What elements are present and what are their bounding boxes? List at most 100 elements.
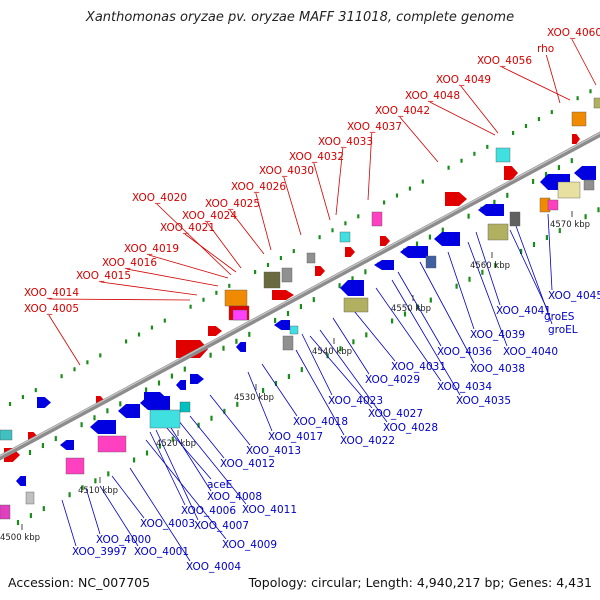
gene-label-xoo-4009[interactable]: XOO_4009 (222, 539, 277, 551)
leader-line (571, 38, 597, 86)
gene-feature (504, 166, 518, 180)
gene-feature (176, 380, 186, 390)
gene-label-xoo-4021[interactable]: XOO_4021 (160, 222, 215, 234)
leader-line (399, 116, 439, 163)
gene-label-xoo-4042[interactable]: XOO_4042 (375, 105, 430, 117)
gene-label-xoo-4056[interactable]: XOO_4056 (477, 55, 532, 67)
gene-label-xoo-4034[interactable]: XOO_4034 (437, 381, 492, 393)
gene-label-xoo-4018[interactable]: XOO_4018 (293, 416, 348, 428)
gene-label-rho[interactable]: rho (537, 43, 554, 55)
gene-feature (236, 342, 246, 352)
gene-feature (434, 232, 460, 246)
gene-label-xoo-4019[interactable]: XOO_4019 (124, 243, 179, 255)
leader-line (48, 298, 191, 301)
leader-line (145, 439, 227, 540)
tick-label: 4500 kbp (0, 533, 40, 543)
gene-feature (274, 320, 290, 330)
gene-label-xoo-4000[interactable]: XOO_4000 (96, 534, 151, 546)
gene-label-xoo-4037[interactable]: XOO_4037 (347, 121, 402, 133)
gene-label-xoo-4023[interactable]: XOO_4023 (328, 395, 383, 407)
backbone-line (0, 131, 600, 461)
gene-label-xoo-4001[interactable]: XOO_4001 (134, 546, 189, 558)
gene-label-xoo-4039[interactable]: XOO_4039 (470, 329, 525, 341)
gene-label-xoo-4013[interactable]: XOO_4013 (246, 445, 301, 457)
leader-line (547, 213, 553, 291)
leader-line (319, 329, 388, 423)
gene-feature (289, 325, 299, 335)
gene-label-xoo-3997[interactable]: XOO_3997 (72, 546, 127, 558)
leader-line (460, 85, 499, 134)
leader-line (515, 225, 553, 325)
gene-feature (380, 236, 390, 246)
gene-label-xoo-4033[interactable]: XOO_4033 (318, 136, 373, 148)
gene-label-groes[interactable]: groES (544, 311, 575, 323)
gene-feature (547, 199, 559, 211)
map-title: Xanthomonas oryzae pv. oryzae MAFF 31101… (85, 10, 515, 25)
gene-label-xoo-4041[interactable]: XOO_4041 (496, 305, 551, 317)
tick-label: 4540 kbp (312, 347, 352, 357)
gene-label-acee[interactable]: aceE (207, 479, 232, 491)
gene-label-xoo-4030[interactable]: XOO_4030 (259, 165, 314, 177)
gene-label-xoo-4016[interactable]: XOO_4016 (102, 257, 157, 269)
leader-line (126, 268, 219, 287)
gene-label-xoo-4027[interactable]: XOO_4027 (368, 408, 423, 420)
gene-label-xoo-4036[interactable]: XOO_4036 (437, 346, 492, 358)
gene-label-xoo-4035[interactable]: XOO_4035 (456, 395, 511, 407)
gene-label-xoo-4003[interactable]: XOO_4003 (140, 518, 195, 530)
gene-feature (371, 211, 383, 227)
gene-label-xoo-4048[interactable]: XOO_4048 (405, 90, 460, 102)
tick-label: 4560 kbp (470, 261, 510, 271)
leader-line (85, 487, 101, 535)
gene-label-xoo-4049[interactable]: XOO_4049 (436, 74, 491, 86)
gc-skew-marks (8, 89, 600, 525)
gene-label-xoo-4026[interactable]: XOO_4026 (231, 181, 286, 193)
gene-label-xoo-4032[interactable]: XOO_4032 (289, 151, 344, 163)
gene-label-xoo-4017[interactable]: XOO_4017 (268, 431, 323, 443)
gene-label-xoo-4012[interactable]: XOO_4012 (220, 458, 275, 470)
gene-feature (572, 134, 580, 144)
gene-feature (282, 335, 294, 351)
gene-label-xoo-4031[interactable]: XOO_4031 (391, 361, 446, 373)
label-leader-lines (48, 38, 597, 562)
gene-feature (374, 260, 394, 270)
gene-feature (339, 231, 351, 243)
leader-line (375, 287, 442, 382)
gene-label-xoo-4008[interactable]: XOO_4008 (207, 491, 262, 503)
gene-label-xoo-4045[interactable]: XOO_4045 (548, 290, 600, 302)
leader-line (301, 333, 333, 396)
gene-feature (593, 97, 600, 109)
gene-label-xoo-4020[interactable]: XOO_4020 (132, 192, 187, 204)
gene-label-xoo-4038[interactable]: XOO_4038 (470, 363, 525, 375)
gene-label-xoo-4006[interactable]: XOO_4006 (181, 505, 236, 517)
gene-feature (343, 297, 369, 313)
gene-label-xoo-4005[interactable]: XOO_4005 (24, 303, 79, 315)
gene-label-xoo-4024[interactable]: XOO_4024 (182, 210, 237, 222)
gene-feature (140, 396, 170, 410)
gene-label-xoo-4011[interactable]: XOO_4011 (242, 504, 297, 516)
gene-label-xoo-4014[interactable]: XOO_4014 (24, 287, 79, 299)
gene-feature (445, 192, 467, 206)
gene-label-xoo-4004[interactable]: XOO_4004 (186, 561, 241, 573)
position-ticks: 4500 kbp 4510 kbp 4520 kbp 4530 kbp 4540 kbp… (0, 211, 590, 543)
gene-label-xoo-4040[interactable]: XOO_4040 (503, 346, 558, 358)
tick-label: 4510 kbp (78, 486, 118, 496)
gene-feature (179, 401, 191, 413)
gene-feature (400, 246, 428, 258)
gene-label-xoo-4060[interactable]: XOO_4060 (547, 27, 600, 39)
leader-line (148, 254, 229, 279)
tick-label: 4550 kbp (391, 304, 431, 314)
gene-label-xoo-4007[interactable]: XOO_4007 (194, 520, 249, 532)
gene-label-xoo-4022[interactable]: XOO_4022 (340, 435, 395, 447)
gene-label-xoo-4015[interactable]: XOO_4015 (76, 270, 131, 282)
gene-label-xoo-4028[interactable]: XOO_4028 (383, 422, 438, 434)
leader-line (429, 101, 496, 136)
leader-line (475, 231, 501, 306)
gene-feature (65, 457, 85, 475)
gene-label-xoo-4025[interactable]: XOO_4025 (205, 198, 260, 210)
gene-feature (25, 491, 35, 505)
gene-label-xoo-4029[interactable]: XOO_4029 (365, 374, 420, 386)
gene-label-groel[interactable]: groEL (548, 324, 578, 336)
leader-line (349, 305, 396, 362)
gene-feature (478, 204, 504, 216)
